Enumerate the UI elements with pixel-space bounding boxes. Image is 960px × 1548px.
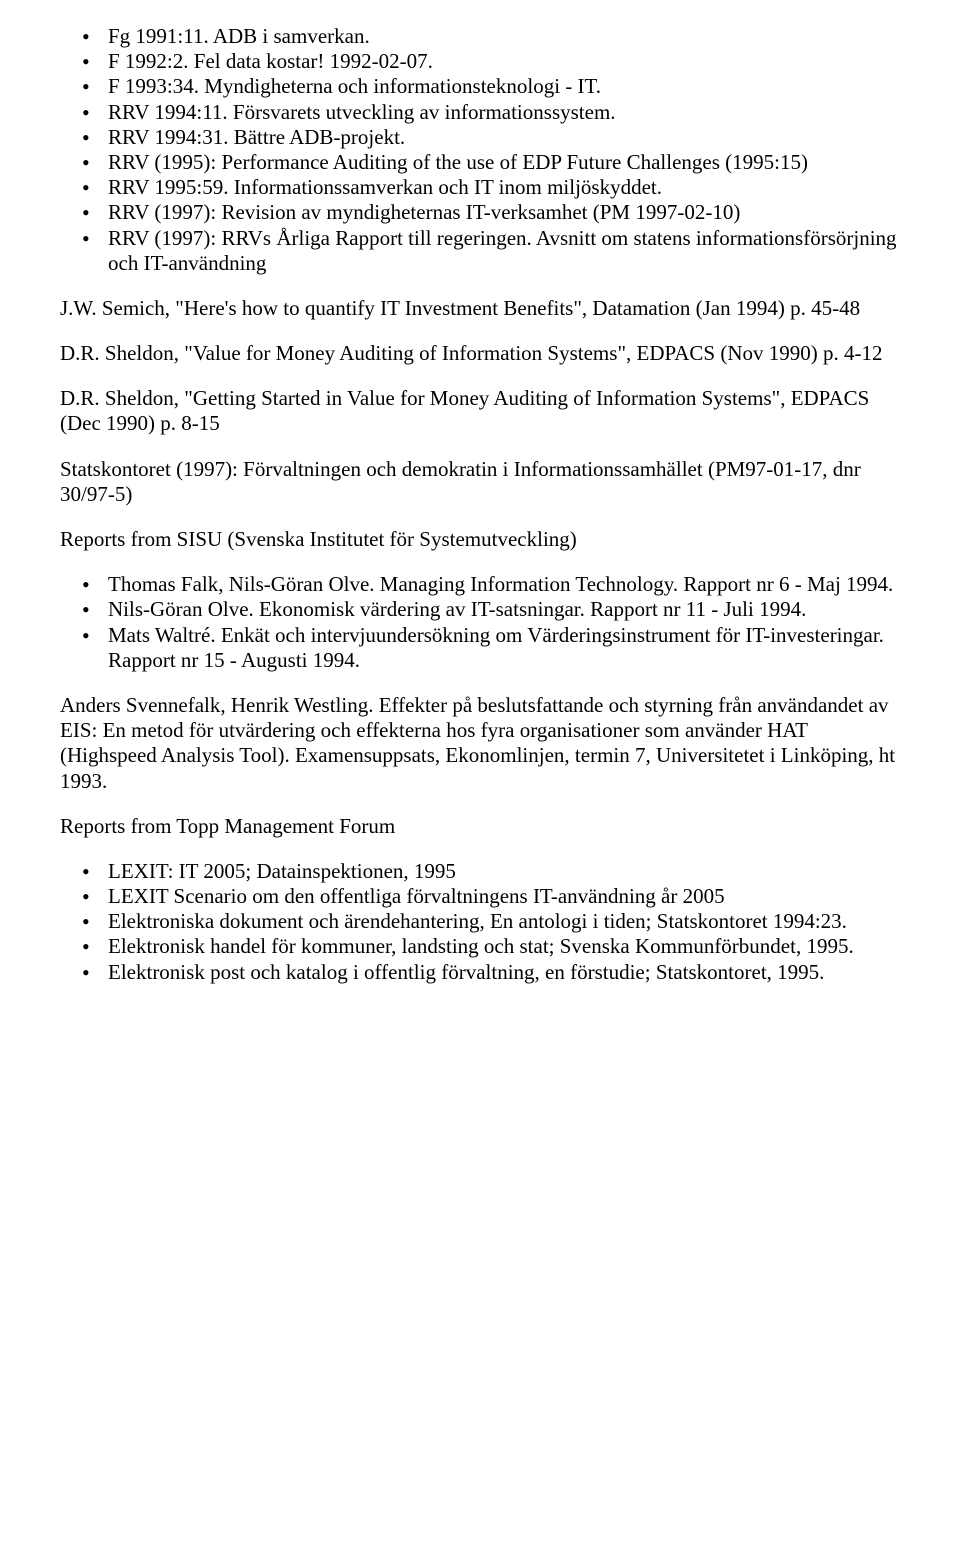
list-item-text: Elektronisk post och katalog i offentlig…: [108, 960, 824, 984]
list-item-text: RRV 1994:11. Försvarets utveckling av in…: [108, 100, 616, 124]
list-item-text: Mats Waltré. Enkät och intervjuundersökn…: [108, 623, 884, 672]
list-item-text: F 1993:34. Myndigheterna och information…: [108, 74, 601, 98]
reference-paragraph: J.W. Semich, "Here's how to quantify IT …: [60, 296, 900, 321]
list-item-text: RRV (1997): Revision av myndigheternas I…: [108, 200, 740, 224]
list-item-text: Thomas Falk, Nils-Göran Olve. Managing I…: [108, 572, 893, 596]
section-heading: Reports from Topp Management Forum: [60, 814, 900, 839]
list-item: RRV (1997): RRVs Årliga Rapport till reg…: [108, 226, 900, 276]
reference-paragraph: D.R. Sheldon, "Getting Started in Value …: [60, 386, 900, 436]
list-item-text: LEXIT: IT 2005; Datainspektionen, 1995: [108, 859, 456, 883]
list-item-text: Elektroniska dokument och ärendehanterin…: [108, 909, 847, 933]
list-item-text: Nils-Göran Olve. Ekonomisk värdering av …: [108, 597, 806, 621]
list-item: F 1993:34. Myndigheterna och information…: [108, 74, 900, 99]
reference-paragraph: Anders Svennefalk, Henrik Westling. Effe…: [60, 693, 900, 794]
list-item-text: RRV 1994:31. Bättre ADB-projekt.: [108, 125, 405, 149]
list-item: F 1992:2. Fel data kostar! 1992-02-07.: [108, 49, 900, 74]
list-item: Fg 1991:11. ADB i samverkan.: [108, 24, 900, 49]
reference-paragraph: D.R. Sheldon, "Value for Money Auditing …: [60, 341, 900, 366]
list-item: RRV (1995): Performance Auditing of the …: [108, 150, 900, 175]
list-item-text: F 1992:2. Fel data kostar! 1992-02-07.: [108, 49, 433, 73]
list-item: Nils-Göran Olve. Ekonomisk värdering av …: [108, 597, 900, 622]
reference-list-1: Fg 1991:11. ADB i samverkan. F 1992:2. F…: [60, 24, 900, 276]
list-item: LEXIT: IT 2005; Datainspektionen, 1995: [108, 859, 900, 884]
list-item: Mats Waltré. Enkät och intervjuundersökn…: [108, 623, 900, 673]
list-item-text: Fg 1991:11. ADB i samverkan.: [108, 24, 370, 48]
list-item: RRV (1997): Revision av myndigheternas I…: [108, 200, 900, 225]
list-item: LEXIT Scenario om den offentliga förvalt…: [108, 884, 900, 909]
list-item-text: RRV 1995:59. Informationssamverkan och I…: [108, 175, 662, 199]
list-item-text: RRV (1997): RRVs Årliga Rapport till reg…: [108, 226, 897, 275]
section-heading: Reports from SISU (Svenska Institutet fö…: [60, 527, 900, 552]
reference-list-2: Thomas Falk, Nils-Göran Olve. Managing I…: [60, 572, 900, 673]
list-item: Thomas Falk, Nils-Göran Olve. Managing I…: [108, 572, 900, 597]
list-item: RRV 1994:11. Försvarets utveckling av in…: [108, 100, 900, 125]
reference-paragraph: Statskontoret (1997): Förvaltningen och …: [60, 457, 900, 507]
list-item: Elektroniska dokument och ärendehanterin…: [108, 909, 900, 934]
list-item: Elektronisk post och katalog i offentlig…: [108, 960, 900, 985]
document-page: Fg 1991:11. ADB i samverkan. F 1992:2. F…: [0, 0, 960, 1548]
list-item: Elektronisk handel för kommuner, landsti…: [108, 934, 900, 959]
list-item: RRV 1995:59. Informationssamverkan och I…: [108, 175, 900, 200]
reference-list-3: LEXIT: IT 2005; Datainspektionen, 1995 L…: [60, 859, 900, 985]
list-item-text: Elektronisk handel för kommuner, landsti…: [108, 934, 854, 958]
list-item-text: LEXIT Scenario om den offentliga förvalt…: [108, 884, 725, 908]
list-item-text: RRV (1995): Performance Auditing of the …: [108, 150, 808, 174]
list-item: RRV 1994:31. Bättre ADB-projekt.: [108, 125, 900, 150]
